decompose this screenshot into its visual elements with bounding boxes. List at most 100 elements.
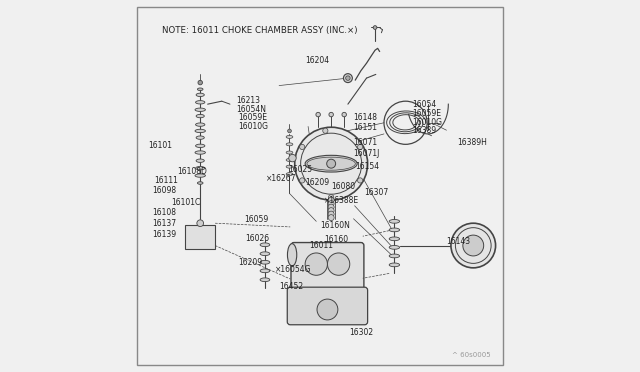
Text: 16054: 16054 xyxy=(412,100,436,109)
Text: 16154: 16154 xyxy=(355,162,380,171)
Text: ^ 60s0005: ^ 60s0005 xyxy=(452,352,491,358)
Text: 16026: 16026 xyxy=(246,234,269,243)
Circle shape xyxy=(328,208,334,214)
Text: 16139: 16139 xyxy=(152,230,176,239)
Bar xyxy=(186,225,215,249)
FancyBboxPatch shape xyxy=(137,7,503,365)
Text: 16213: 16213 xyxy=(236,96,260,105)
Ellipse shape xyxy=(389,263,399,267)
Ellipse shape xyxy=(260,252,270,256)
Circle shape xyxy=(317,299,338,320)
Ellipse shape xyxy=(286,151,293,154)
Text: 16307: 16307 xyxy=(364,188,388,197)
Text: 16101: 16101 xyxy=(148,141,172,150)
Circle shape xyxy=(346,76,350,80)
Ellipse shape xyxy=(305,155,357,172)
Text: 16143: 16143 xyxy=(447,237,470,246)
Text: 16011: 16011 xyxy=(309,241,333,250)
Text: 16025: 16025 xyxy=(289,165,312,174)
Text: 16059E: 16059E xyxy=(412,109,441,118)
Circle shape xyxy=(294,127,367,200)
Text: 16209: 16209 xyxy=(238,258,262,267)
Ellipse shape xyxy=(196,166,205,170)
Ellipse shape xyxy=(286,158,293,161)
Ellipse shape xyxy=(195,108,205,112)
Text: 16098: 16098 xyxy=(152,186,176,195)
Text: ×16388E: ×16388E xyxy=(324,196,359,205)
Ellipse shape xyxy=(196,115,204,118)
Ellipse shape xyxy=(286,173,293,176)
FancyBboxPatch shape xyxy=(291,243,364,295)
Text: ×16054G: ×16054G xyxy=(275,265,311,274)
Text: 16071: 16071 xyxy=(353,138,378,147)
Ellipse shape xyxy=(287,244,297,266)
Circle shape xyxy=(300,144,305,150)
Circle shape xyxy=(344,74,353,83)
Circle shape xyxy=(326,159,335,168)
Text: 16108D: 16108D xyxy=(177,167,207,176)
Circle shape xyxy=(323,128,328,133)
Circle shape xyxy=(358,178,363,183)
Ellipse shape xyxy=(389,228,399,232)
Text: NOTE: 16011 CHOKE CHAMBER ASSY (INC.×): NOTE: 16011 CHOKE CHAMBER ASSY (INC.×) xyxy=(162,26,357,35)
Ellipse shape xyxy=(389,219,399,223)
Circle shape xyxy=(329,112,333,117)
Ellipse shape xyxy=(389,246,399,249)
Text: ×16267: ×16267 xyxy=(266,174,296,183)
Ellipse shape xyxy=(196,123,205,126)
Circle shape xyxy=(451,223,495,268)
Text: 16160: 16160 xyxy=(324,235,348,244)
Text: 16151: 16151 xyxy=(353,123,378,132)
Text: 16389H: 16389H xyxy=(458,138,488,147)
Circle shape xyxy=(197,220,204,227)
Ellipse shape xyxy=(260,278,270,282)
Ellipse shape xyxy=(196,136,204,140)
Circle shape xyxy=(328,215,334,221)
Circle shape xyxy=(305,253,328,275)
Ellipse shape xyxy=(197,88,203,91)
Circle shape xyxy=(342,112,346,117)
Ellipse shape xyxy=(286,143,293,146)
Text: 16059E: 16059E xyxy=(238,113,267,122)
Text: 16010G: 16010G xyxy=(238,122,268,131)
Circle shape xyxy=(289,154,296,162)
Circle shape xyxy=(316,112,321,117)
Ellipse shape xyxy=(286,165,293,168)
Circle shape xyxy=(373,26,377,29)
Circle shape xyxy=(328,211,334,217)
Text: 16111: 16111 xyxy=(154,176,179,185)
Text: 16302: 16302 xyxy=(349,328,373,337)
Ellipse shape xyxy=(196,144,205,148)
Text: 16389: 16389 xyxy=(412,126,436,135)
Circle shape xyxy=(287,129,291,133)
Ellipse shape xyxy=(260,243,270,247)
Text: 16204: 16204 xyxy=(305,56,329,65)
Circle shape xyxy=(198,80,202,85)
Ellipse shape xyxy=(196,101,205,104)
Text: 16080: 16080 xyxy=(331,182,355,190)
Ellipse shape xyxy=(260,260,270,264)
Circle shape xyxy=(358,144,363,150)
Circle shape xyxy=(328,201,334,206)
Circle shape xyxy=(328,195,334,200)
Text: 16059: 16059 xyxy=(244,215,268,224)
Ellipse shape xyxy=(389,254,399,258)
FancyBboxPatch shape xyxy=(287,287,367,325)
Text: 16160N: 16160N xyxy=(320,221,350,230)
Text: 16071J: 16071J xyxy=(353,149,380,158)
Text: 16108: 16108 xyxy=(152,208,176,217)
Text: 16452: 16452 xyxy=(279,282,303,291)
Ellipse shape xyxy=(195,129,205,133)
Circle shape xyxy=(328,253,349,275)
Circle shape xyxy=(463,235,484,256)
Circle shape xyxy=(328,197,334,203)
Ellipse shape xyxy=(286,135,293,138)
Text: 16148: 16148 xyxy=(353,113,378,122)
Text: 16137: 16137 xyxy=(152,219,176,228)
Ellipse shape xyxy=(195,174,205,177)
Circle shape xyxy=(328,204,334,210)
Text: 16054N: 16054N xyxy=(236,105,266,114)
Ellipse shape xyxy=(196,93,204,97)
Ellipse shape xyxy=(260,269,270,273)
Text: 16010G: 16010G xyxy=(412,118,442,126)
